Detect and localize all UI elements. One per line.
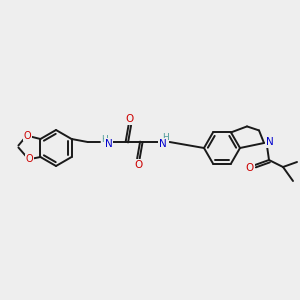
Text: N: N xyxy=(105,139,112,149)
Text: O: O xyxy=(24,131,31,141)
Text: N: N xyxy=(266,137,274,147)
Text: O: O xyxy=(26,154,33,164)
Text: H: H xyxy=(101,136,108,145)
Text: O: O xyxy=(134,160,143,170)
Text: N: N xyxy=(159,139,167,149)
Text: H: H xyxy=(162,134,169,142)
Text: O: O xyxy=(246,163,254,173)
Text: O: O xyxy=(125,114,134,124)
